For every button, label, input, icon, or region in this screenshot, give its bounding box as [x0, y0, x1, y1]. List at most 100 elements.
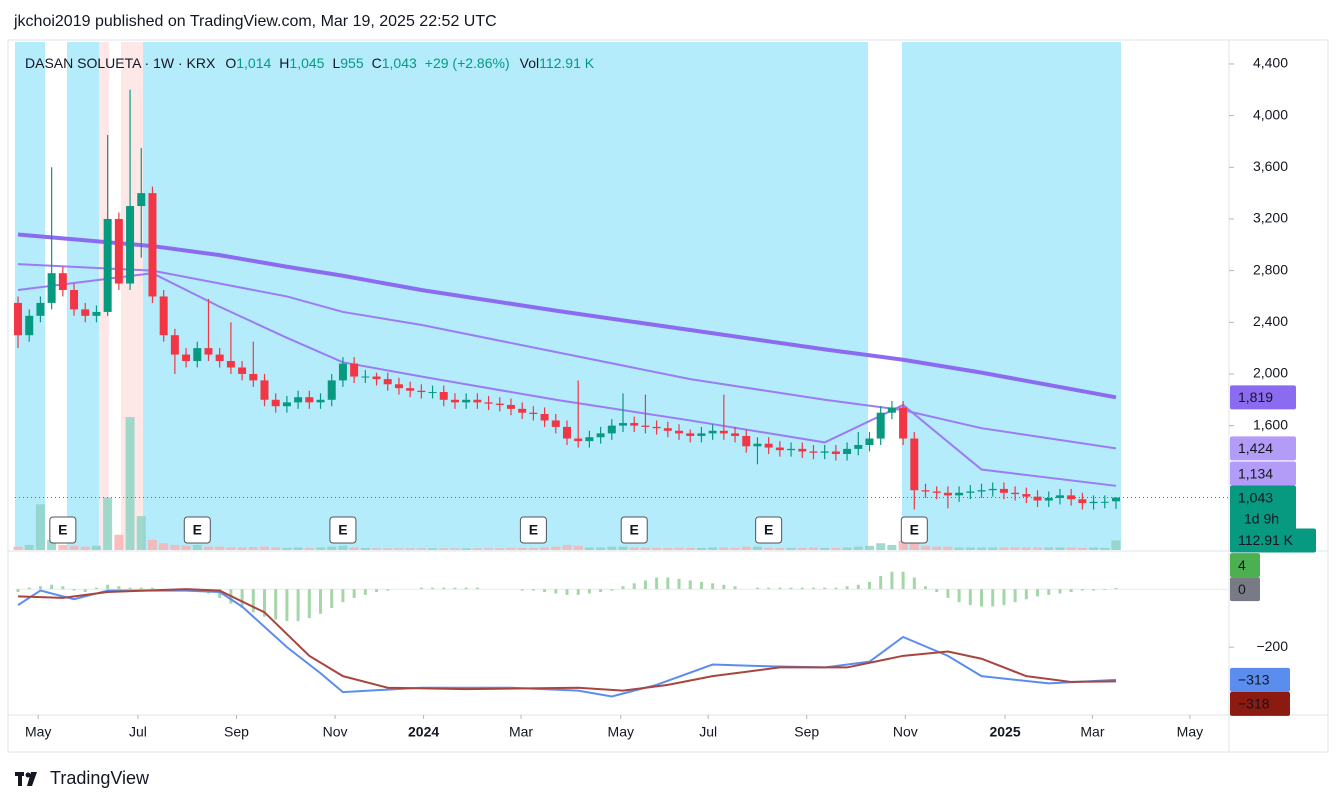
x-tick-label: Sep	[224, 724, 249, 740]
histogram-bar	[263, 589, 267, 617]
volume-bar	[831, 547, 841, 550]
x-tick-label: Nov	[893, 724, 918, 740]
ma-label-box	[1230, 385, 1296, 410]
volume-bar	[943, 546, 953, 550]
histogram-bar	[38, 586, 42, 590]
volume-bar	[596, 547, 606, 550]
legend-value: 112.91 K	[539, 55, 595, 71]
volume-bar	[405, 548, 415, 550]
x-tick-label: May	[608, 724, 634, 740]
x-tick-label: Sep	[794, 724, 819, 740]
macd-line	[17, 589, 1117, 698]
volume-bar	[954, 547, 964, 550]
histogram-bar	[632, 583, 636, 590]
histogram-bar	[431, 587, 435, 590]
histogram-bar	[778, 587, 782, 590]
histogram-bar	[1114, 587, 1118, 590]
histogram-bar	[386, 589, 390, 591]
histogram-bar	[946, 589, 950, 598]
volume-bar	[921, 545, 931, 550]
volume-bar	[640, 547, 650, 550]
y-tick-label: −200	[1256, 638, 1288, 654]
volume-bar	[35, 504, 45, 550]
volume-bar	[786, 547, 796, 550]
candle-body	[204, 348, 213, 355]
volume-bar	[327, 546, 337, 550]
event-label: E	[630, 522, 639, 538]
candle-body	[327, 380, 336, 400]
volume-bar	[181, 545, 191, 550]
candle-body	[876, 412, 885, 439]
histogram-bar	[643, 580, 647, 590]
volume-bar	[506, 547, 516, 550]
x-tick-label: 2025	[989, 724, 1020, 740]
volume-bar	[226, 547, 236, 550]
histogram-label-box	[1230, 553, 1260, 578]
event-label: E	[58, 522, 67, 538]
histogram-bar	[543, 589, 547, 593]
volume-bar	[932, 546, 942, 550]
histogram-bar	[363, 589, 367, 595]
symbol: DASAN SOLUETA · 1W · KRX	[25, 55, 216, 71]
histogram-bar	[94, 587, 98, 590]
x-tick-label: Jul	[129, 724, 147, 740]
event-label: E	[529, 522, 538, 538]
candle-body	[596, 433, 605, 438]
legend-value: 1,014	[236, 55, 271, 71]
candle-body	[742, 435, 751, 447]
histogram-bar	[251, 589, 255, 613]
candle-body	[798, 448, 807, 452]
x-tick-label: Mar	[1080, 724, 1104, 740]
volume-bar	[708, 547, 718, 550]
histogram-bar	[800, 587, 804, 590]
candle-body	[943, 492, 952, 496]
candle-body	[506, 404, 515, 409]
volume-bar	[472, 548, 482, 550]
candle-body	[630, 423, 639, 426]
histogram-bar	[1069, 589, 1073, 593]
candle-body	[663, 428, 672, 431]
histogram-bar	[27, 587, 31, 590]
volume-bar	[663, 547, 673, 550]
last-price-label: 1,043	[1238, 489, 1273, 505]
volume-bar	[58, 544, 68, 550]
histogram-bar	[912, 577, 916, 590]
candle-body	[518, 408, 527, 413]
candle-body	[708, 430, 717, 434]
candle-body	[955, 492, 964, 496]
countdown: 1d 9h	[1244, 510, 1279, 526]
histogram-bar	[957, 589, 961, 603]
volume-bar	[820, 547, 830, 550]
volume-bar	[69, 545, 79, 550]
histogram-bar	[677, 578, 681, 590]
volume-bar	[898, 540, 908, 550]
candle-body	[820, 451, 829, 453]
event-marker	[49, 516, 77, 544]
event-marker	[519, 516, 547, 544]
session-shading	[15, 42, 1121, 550]
candle-body	[170, 335, 179, 355]
candle-body	[551, 420, 560, 427]
macd-line	[17, 588, 1116, 692]
volume-bar	[528, 547, 538, 550]
macd-label-box	[1230, 667, 1290, 692]
histogram-bar	[296, 589, 300, 622]
histogram-bar	[655, 577, 659, 590]
histogram-bar	[128, 587, 132, 590]
candle-body	[764, 443, 773, 448]
histogram-bar	[375, 589, 379, 593]
legend-value: 955	[340, 55, 364, 71]
candle-body	[1022, 494, 1031, 497]
candle-body	[753, 443, 762, 447]
candle-body	[495, 403, 504, 405]
legend-key: H	[279, 55, 289, 71]
histogram-bar	[789, 587, 793, 590]
x-tick-label: Jul	[699, 724, 717, 740]
event-marker	[755, 516, 783, 544]
legend-value: 1,045	[289, 55, 324, 71]
candle-body	[260, 380, 269, 400]
candle-body	[719, 430, 728, 434]
histogram-bar	[856, 584, 860, 590]
candle-body	[809, 451, 818, 453]
